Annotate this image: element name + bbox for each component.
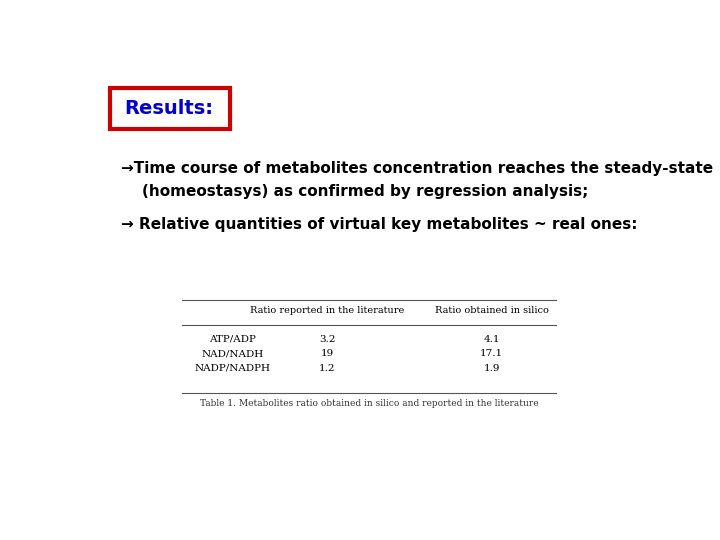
FancyBboxPatch shape xyxy=(109,87,230,129)
Text: 19: 19 xyxy=(320,349,334,358)
Text: Ratio reported in the literature: Ratio reported in the literature xyxy=(250,306,404,315)
Text: → Relative quantities of virtual key metabolites ~ real ones:: → Relative quantities of virtual key met… xyxy=(121,218,637,232)
Text: →Time course of metabolites concentration reaches the steady-state: →Time course of metabolites concentratio… xyxy=(121,161,713,176)
Text: NADP/NADPH: NADP/NADPH xyxy=(194,364,270,373)
Text: Ratio obtained in silico: Ratio obtained in silico xyxy=(435,306,549,315)
Text: 4.1: 4.1 xyxy=(484,335,500,344)
Text: 3.2: 3.2 xyxy=(319,335,336,344)
Text: 1.2: 1.2 xyxy=(319,364,336,373)
Text: NAD/NADH: NAD/NADH xyxy=(201,349,264,358)
Text: 1.9: 1.9 xyxy=(484,364,500,373)
Text: (homeostasys) as confirmed by regression analysis;: (homeostasys) as confirmed by regression… xyxy=(121,184,588,199)
Text: ATP/ADP: ATP/ADP xyxy=(209,335,256,344)
Text: 17.1: 17.1 xyxy=(480,349,503,358)
Text: Table 1. Metabolites ratio obtained in silico and reported in the literature: Table 1. Metabolites ratio obtained in s… xyxy=(199,399,539,408)
Text: Results:: Results: xyxy=(124,99,213,118)
